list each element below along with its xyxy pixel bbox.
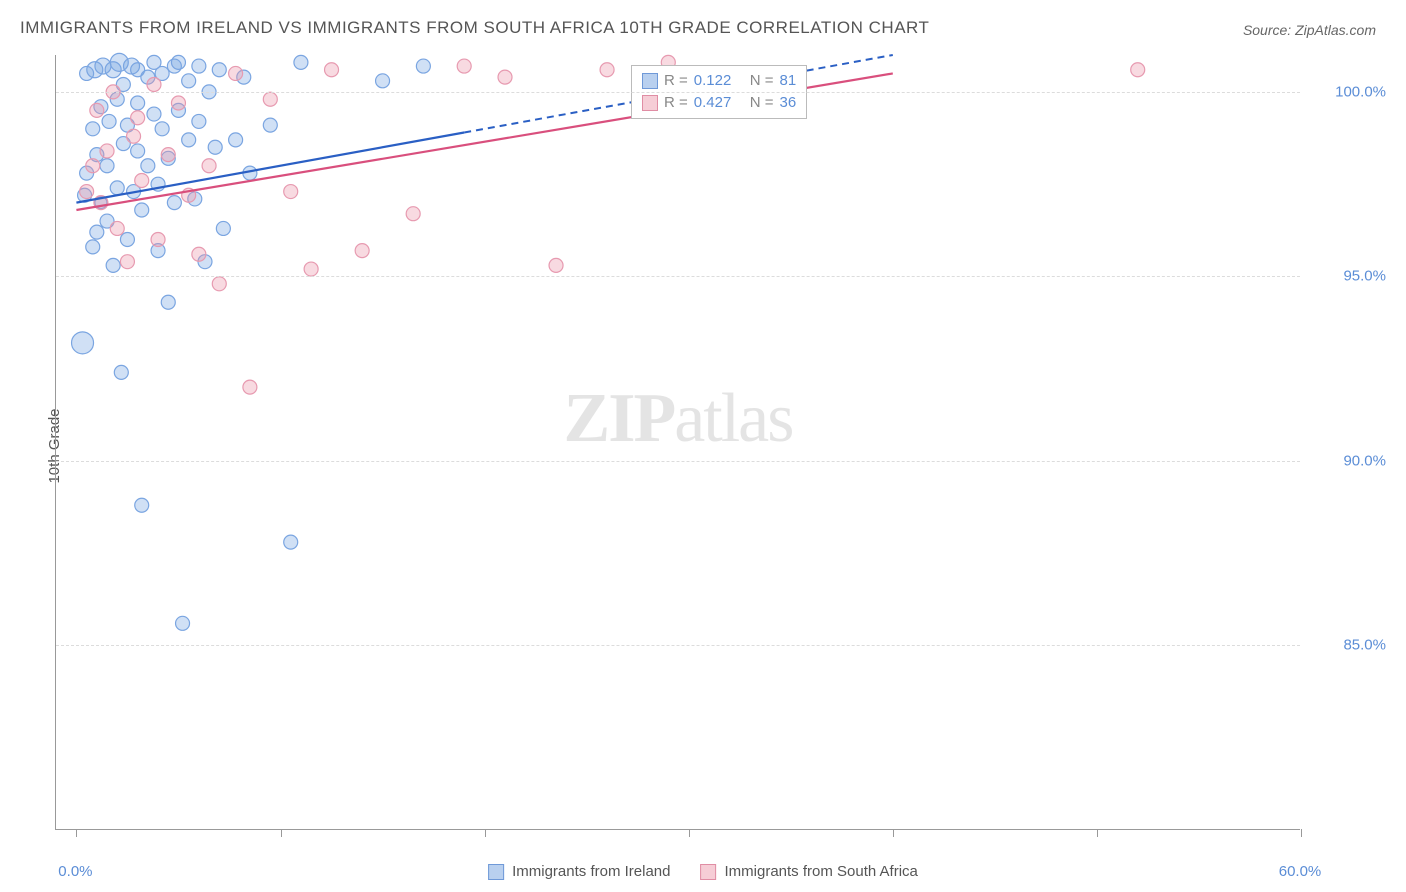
swatch-sa-icon xyxy=(700,864,716,880)
x-tick xyxy=(1097,829,1098,837)
data-point xyxy=(182,74,196,88)
data-point xyxy=(304,262,318,276)
legend-row-ireland: R = 0.122 N = 81 xyxy=(642,70,796,92)
x-tick-label: 60.0% xyxy=(1279,863,1322,880)
gridline xyxy=(56,645,1300,646)
data-point xyxy=(176,616,190,630)
data-point xyxy=(229,66,243,80)
x-tick xyxy=(893,829,894,837)
plot-area: ZIPatlas R = 0.122 N = 81 R = 0.427 N = … xyxy=(55,55,1300,830)
x-tick xyxy=(485,829,486,837)
data-point xyxy=(416,59,430,73)
y-tick-label: 85.0% xyxy=(1343,637,1386,654)
data-point xyxy=(498,70,512,84)
x-tick-label: 0.0% xyxy=(58,863,92,880)
swatch-ireland-icon xyxy=(488,864,504,880)
swatch-ireland xyxy=(642,73,658,89)
data-point xyxy=(120,233,134,247)
data-point xyxy=(182,133,196,147)
data-point xyxy=(147,107,161,121)
data-point xyxy=(376,74,390,88)
data-point xyxy=(212,277,226,291)
data-point xyxy=(131,144,145,158)
data-point xyxy=(135,203,149,217)
gridline xyxy=(56,276,1300,277)
data-point xyxy=(90,103,104,117)
data-point xyxy=(229,133,243,147)
swatch-sa xyxy=(642,95,658,111)
chart-title: IMMIGRANTS FROM IRELAND VS IMMIGRANTS FR… xyxy=(20,18,929,38)
data-point xyxy=(202,159,216,173)
data-point xyxy=(102,114,116,128)
y-tick-label: 90.0% xyxy=(1343,452,1386,469)
data-point xyxy=(110,221,124,235)
data-point xyxy=(1131,63,1145,77)
data-point xyxy=(155,122,169,136)
legend-label-sa: Immigrants from South Africa xyxy=(724,863,917,880)
data-point xyxy=(243,380,257,394)
data-point xyxy=(192,114,206,128)
data-point xyxy=(100,144,114,158)
data-point xyxy=(131,111,145,125)
data-point xyxy=(263,92,277,106)
data-point xyxy=(263,118,277,132)
data-point xyxy=(110,181,124,195)
data-point xyxy=(284,185,298,199)
data-point xyxy=(600,63,614,77)
gridline xyxy=(56,461,1300,462)
data-point xyxy=(192,247,206,261)
data-point xyxy=(171,96,185,110)
data-point xyxy=(80,185,94,199)
data-point xyxy=(208,140,222,154)
data-point xyxy=(161,295,175,309)
x-tick xyxy=(76,829,77,837)
data-point xyxy=(147,78,161,92)
y-tick-label: 95.0% xyxy=(1343,268,1386,285)
x-tick xyxy=(689,829,690,837)
data-point xyxy=(151,233,165,247)
legend-label-ireland: Immigrants from Ireland xyxy=(512,863,670,880)
data-point xyxy=(127,129,141,143)
data-point xyxy=(294,55,308,69)
data-point xyxy=(406,207,420,221)
data-point xyxy=(212,63,226,77)
data-point xyxy=(114,365,128,379)
gridline xyxy=(56,92,1300,93)
data-point xyxy=(355,244,369,258)
series-legend: Immigrants from Ireland Immigrants from … xyxy=(488,863,918,880)
data-point xyxy=(72,332,94,354)
data-point xyxy=(549,258,563,272)
data-point xyxy=(192,59,206,73)
data-point xyxy=(141,159,155,173)
data-point xyxy=(131,96,145,110)
data-point xyxy=(90,225,104,239)
data-point xyxy=(100,159,114,173)
data-point xyxy=(86,159,100,173)
data-point xyxy=(325,63,339,77)
data-point xyxy=(457,59,471,73)
data-point xyxy=(284,535,298,549)
legend-item-sa: Immigrants from South Africa xyxy=(700,863,917,880)
x-tick xyxy=(1301,829,1302,837)
data-point xyxy=(86,240,100,254)
legend-item-ireland: Immigrants from Ireland xyxy=(488,863,670,880)
legend-row-sa: R = 0.427 N = 36 xyxy=(642,92,796,114)
data-point xyxy=(167,196,181,210)
x-tick xyxy=(281,829,282,837)
data-point xyxy=(135,173,149,187)
chart-svg xyxy=(56,55,1300,829)
source-label: Source: ZipAtlas.com xyxy=(1243,22,1376,38)
data-point xyxy=(106,258,120,272)
data-point xyxy=(161,148,175,162)
data-point xyxy=(171,55,185,69)
data-point xyxy=(216,221,230,235)
data-point xyxy=(120,255,134,269)
data-point xyxy=(86,122,100,136)
y-tick-label: 100.0% xyxy=(1335,83,1386,100)
data-point xyxy=(135,498,149,512)
